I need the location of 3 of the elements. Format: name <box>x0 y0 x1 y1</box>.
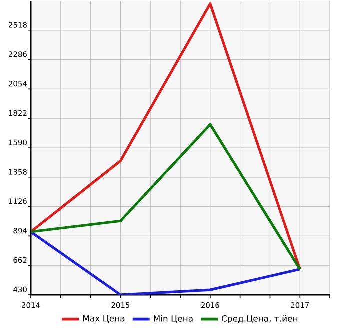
legend-label: Max Цена <box>83 315 125 323</box>
legend-label: Сред.Цена, т.йен <box>222 315 298 324</box>
legend-label: Min Цена <box>154 315 193 324</box>
